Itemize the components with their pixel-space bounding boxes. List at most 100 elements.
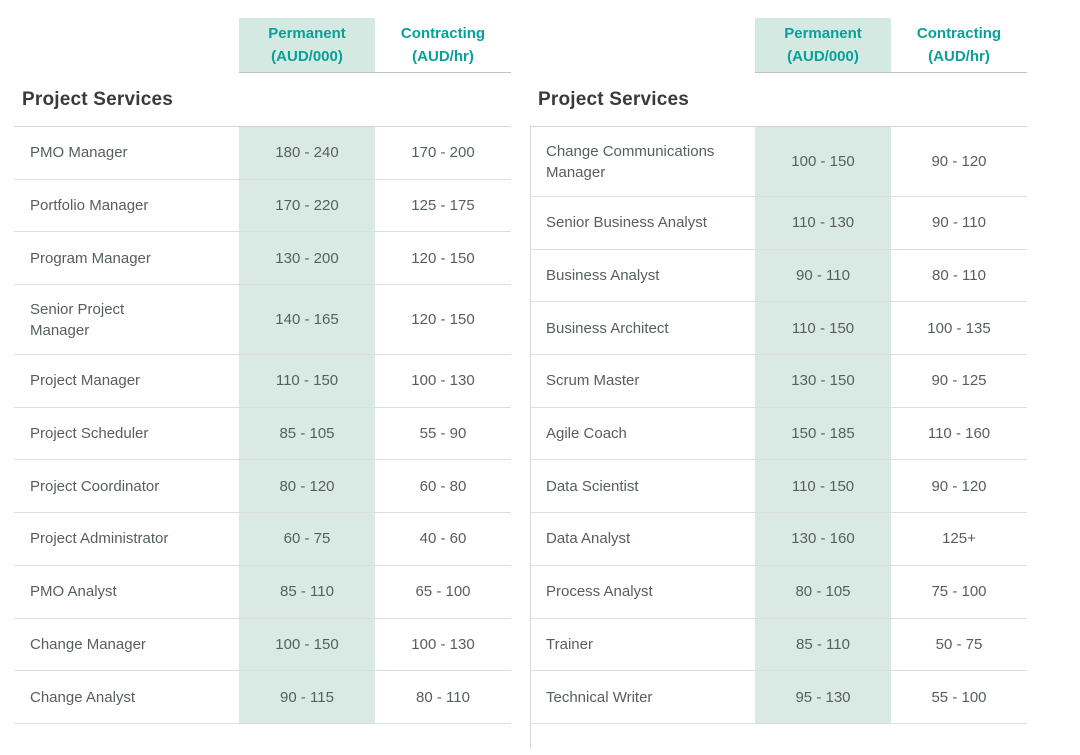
permanent-header-unit: (AUD/000): [271, 48, 343, 65]
role-cell: Portfolio Manager: [30, 197, 149, 215]
role-cell: Change Analyst: [30, 688, 136, 706]
role-cell: Scrum Master: [546, 372, 640, 390]
role-cell: Agile Coach: [546, 425, 627, 443]
permanent-range-cell: 90 - 115: [239, 671, 375, 723]
permanent-header-label: Permanent: [268, 25, 346, 42]
table-row: Portfolio Manager 170 - 220 125 - 175: [14, 179, 511, 233]
table-row: Trainer 85 - 110 50 - 75: [530, 618, 1027, 672]
role-cell: PMO Manager: [30, 144, 128, 162]
role-cell: Senior Project Manager: [30, 300, 125, 339]
table-row: Process Analyst 80 - 105 75 - 100: [530, 565, 1027, 619]
contracting-range-cell: 100 - 135: [927, 319, 991, 337]
salary-table-right: Permanent (AUD/000) Contracting (AUD/hr)…: [530, 18, 1027, 749]
permanent-range-cell: 140 - 165: [239, 285, 375, 355]
contracting-header-unit: (AUD/hr): [928, 48, 990, 65]
contracting-header-label: Contracting: [400, 25, 486, 42]
table-row: Business Analyst 90 - 110 80 - 110: [530, 249, 1027, 303]
contracting-range-cell: 60 - 80: [419, 477, 467, 495]
contracting-range-cell: 90 - 120: [931, 153, 987, 170]
salary-table-left: Permanent (AUD/000) Contracting (AUD/hr)…: [14, 18, 511, 724]
table-row: Project Coordinator 80 - 120 60 - 80: [14, 460, 511, 514]
permanent-range-cell: 150 - 185: [755, 407, 891, 460]
contracting-column-header: Contracting (AUD/hr): [375, 18, 511, 73]
column-headers: Permanent (AUD/000) Contracting (AUD/hr): [530, 18, 1027, 73]
permanent-header-label: Permanent: [784, 25, 862, 42]
permanent-column-header: Permanent (AUD/000): [239, 18, 375, 73]
table-rows: Change Communications Manager 100 - 150 …: [530, 126, 1027, 724]
contracting-range-cell: 75 - 100: [931, 583, 987, 601]
role-cell: Process Analyst: [546, 583, 653, 601]
table-row: Change Communications Manager 100 - 150 …: [530, 127, 1027, 197]
role-column-spacer: [530, 18, 755, 73]
column-headers: Permanent (AUD/000) Contracting (AUD/hr): [14, 18, 511, 73]
contracting-range-cell: 100 - 130: [411, 372, 475, 390]
permanent-range-cell: 130 - 160: [755, 513, 891, 565]
role-cell: Trainer: [546, 635, 593, 653]
contracting-range-cell: 55 - 90: [419, 425, 467, 443]
contracting-range-cell: 125+: [942, 530, 976, 548]
permanent-header-unit: (AUD/000): [787, 48, 859, 65]
permanent-range-cell: 110 - 150: [755, 460, 891, 513]
table-row: PMO Manager 180 - 240 170 - 200: [14, 127, 511, 180]
role-cell: Program Manager: [30, 249, 151, 267]
permanent-range-cell: 100 - 150: [239, 618, 375, 671]
permanent-range-cell: 90 - 110: [755, 249, 891, 302]
permanent-range-cell: 180 - 240: [239, 127, 375, 179]
permanent-range-cell: 85 - 105: [239, 407, 375, 460]
table-row: Technical Writer 95 - 130 55 - 100: [530, 671, 1027, 724]
table-row: PMO Analyst 85 - 110 65 - 100: [14, 565, 511, 619]
permanent-range-cell: 85 - 110: [239, 565, 375, 618]
contracting-range-cell: 90 - 110: [932, 214, 986, 232]
role-cell: Project Administrator: [30, 530, 169, 548]
contracting-range-cell: 100 - 130: [411, 635, 475, 653]
contracting-header-label: Contracting: [916, 25, 1002, 42]
permanent-range-cell: 130 - 150: [755, 355, 891, 407]
table-row: Change Manager 100 - 150 100 - 130: [14, 618, 511, 672]
contracting-range-cell: 120 - 150: [411, 311, 475, 329]
role-cell: Business Architect: [546, 319, 669, 337]
contracting-range-cell: 65 - 100: [415, 583, 471, 601]
permanent-range-cell: 130 - 200: [239, 232, 375, 285]
table-row: Data Analyst 130 - 160 125+: [530, 513, 1027, 566]
table-row: Senior Business Analyst 110 - 130 90 - 1…: [530, 197, 1027, 250]
contracting-range-cell: 55 - 100: [931, 688, 987, 706]
permanent-range-cell: 110 - 150: [755, 302, 891, 355]
permanent-range-cell: 80 - 120: [239, 460, 375, 513]
permanent-range-cell: 100 - 150: [755, 127, 891, 196]
permanent-range-cell: 170 - 220: [239, 179, 375, 232]
table-row: Business Architect 110 - 150 100 - 135: [530, 302, 1027, 356]
role-cell: Change Communications Manager: [546, 142, 715, 181]
contracting-range-cell: 170 - 200: [411, 144, 475, 162]
role-cell: Project Manager: [30, 372, 141, 390]
contracting-range-cell: 90 - 120: [931, 477, 987, 495]
contracting-range-cell: 80 - 110: [416, 688, 470, 706]
table-row: Project Administrator 60 - 75 40 - 60: [14, 513, 511, 566]
role-cell: PMO Analyst: [30, 583, 117, 601]
role-cell: Project Coordinator: [30, 477, 160, 495]
table-row: Data Scientist 110 - 150 90 - 120: [530, 460, 1027, 514]
contracting-range-cell: 110 - 160: [927, 425, 991, 443]
table-row: Agile Coach 150 - 185 110 - 160: [530, 407, 1027, 461]
contracting-range-cell: 40 - 60: [419, 530, 467, 548]
permanent-range-cell: 60 - 75: [239, 513, 375, 565]
role-column-spacer: [14, 18, 239, 73]
contracting-range-cell: 125 - 175: [411, 197, 475, 215]
contracting-range-cell: 120 - 150: [411, 249, 475, 267]
table-row: Program Manager 130 - 200 120 - 150: [14, 232, 511, 286]
permanent-range-cell: 85 - 110: [755, 618, 891, 671]
role-cell: Data Scientist: [546, 477, 639, 495]
permanent-range-cell: 110 - 150: [239, 355, 375, 407]
table-title: Project Services: [22, 89, 174, 110]
role-cell: Project Scheduler: [30, 425, 149, 443]
permanent-column-header: Permanent (AUD/000): [755, 18, 891, 73]
role-cell: Business Analyst: [546, 267, 660, 285]
role-cell: Senior Business Analyst: [546, 214, 707, 232]
table-row: Project Manager 110 - 150 100 - 130: [14, 355, 511, 408]
contracting-range-cell: 90 - 125: [931, 372, 987, 390]
table-rows: PMO Manager 180 - 240 170 - 200 Portfoli…: [14, 126, 511, 724]
permanent-range-cell: 80 - 105: [755, 565, 891, 618]
permanent-range-cell: 110 - 130: [755, 197, 891, 249]
table-row: Senior Project Manager 140 - 165 120 - 1…: [14, 285, 511, 356]
table-row: Scrum Master 130 - 150 90 - 125: [530, 355, 1027, 408]
